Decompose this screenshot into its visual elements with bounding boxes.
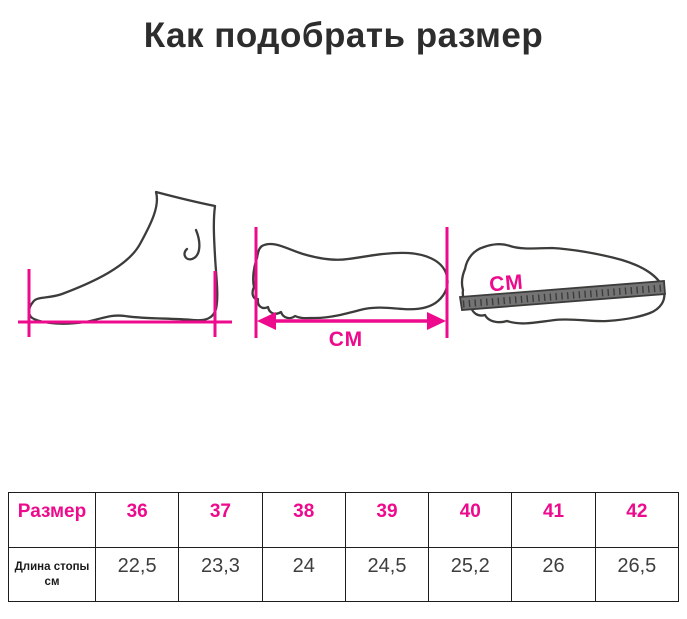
length-label-line1: Длина стопы <box>14 561 90 574</box>
size-cell-38: 38 <box>261 492 346 548</box>
size-cell-41: 41 <box>511 492 596 548</box>
ruler <box>458 280 666 311</box>
size-cell-36: 36 <box>94 492 180 548</box>
foot-ruler-illustration: СМ <box>458 243 666 325</box>
size-cell-42: 42 <box>594 492 680 548</box>
size-row-label: Размер <box>8 492 96 548</box>
size-header-row: Размер 36 37 38 39 40 41 42 <box>8 492 680 548</box>
length-cell-39: 24,5 <box>344 547 430 602</box>
size-cell-40: 40 <box>428 492 513 548</box>
arrowhead-right-icon <box>427 312 446 330</box>
size-cell-37: 37 <box>178 492 263 548</box>
footprint-outline <box>251 242 449 320</box>
length-cell-36: 22,5 <box>94 547 180 602</box>
cm-label-footprint: СМ <box>329 328 363 350</box>
length-cell-42: 26,5 <box>594 547 680 602</box>
page-title: Как подобрать размер <box>143 16 544 55</box>
length-label-line2: см <box>44 575 60 588</box>
length-row: Длина стопы см 22,5 23,3 24 24,5 25,2 26… <box>8 547 680 602</box>
length-cell-41: 26 <box>511 547 596 602</box>
length-cell-38: 24 <box>261 547 346 602</box>
foot-side-illustration <box>18 190 232 337</box>
arrowhead-left-icon <box>257 312 276 330</box>
foot-side-outline <box>27 190 219 325</box>
ankle-mark <box>183 228 201 261</box>
width-arrow <box>257 312 446 330</box>
size-cell-39: 39 <box>344 492 430 548</box>
length-cell-37: 23,3 <box>178 547 263 602</box>
size-table: Размер 36 37 38 39 40 41 42 Длина стопы … <box>8 492 680 602</box>
length-row-label: Длина стопы см <box>8 547 96 602</box>
cm-label-ruler: СМ <box>488 271 524 297</box>
length-cell-40: 25,2 <box>428 547 513 602</box>
footprint-illustration: СМ <box>251 227 449 350</box>
